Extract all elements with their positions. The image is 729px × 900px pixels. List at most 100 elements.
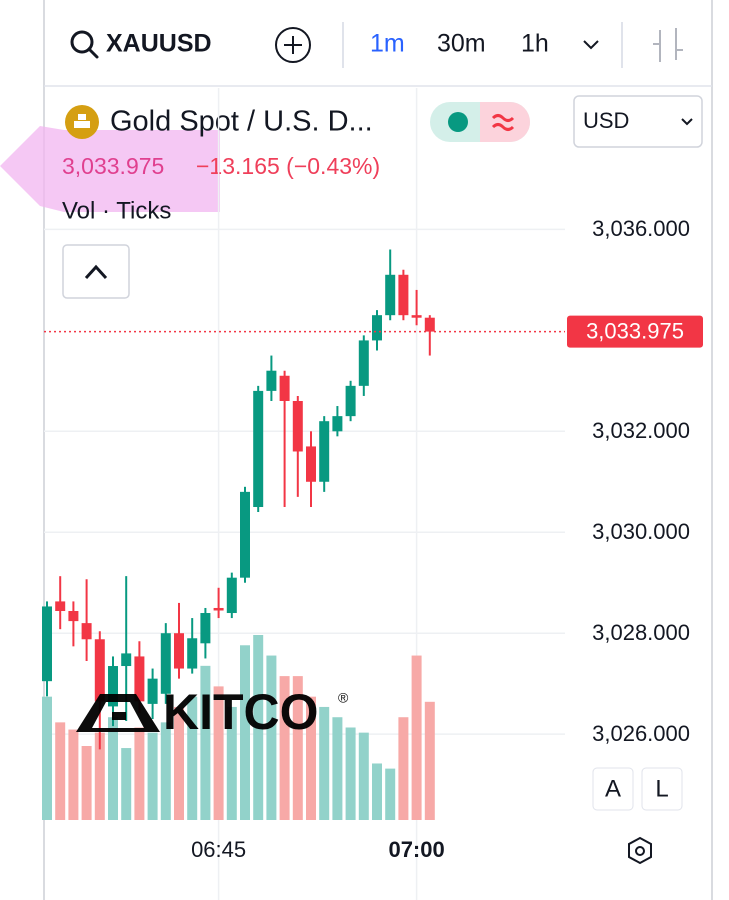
delayed-icon xyxy=(491,114,515,131)
volume-bar xyxy=(358,732,369,820)
x-tick-label: 07:00 xyxy=(388,837,444,862)
volume-bar xyxy=(240,645,250,820)
currency[interactable]: USD xyxy=(583,108,629,133)
status-dot xyxy=(448,112,468,132)
candle-body xyxy=(94,639,105,702)
volume-bar xyxy=(332,717,343,820)
candle-body xyxy=(68,611,79,622)
candle-body xyxy=(253,390,264,508)
interval-button[interactable]: 30m xyxy=(437,30,486,58)
candle-body xyxy=(81,623,92,640)
candle-body xyxy=(398,274,409,316)
candle-body xyxy=(108,666,118,707)
symbol-logo xyxy=(78,114,86,120)
kitco-logo xyxy=(112,712,126,720)
kitco-logo xyxy=(76,694,160,732)
settings-icon xyxy=(635,846,645,856)
market-status xyxy=(480,102,530,142)
interval-menu[interactable] xyxy=(583,40,599,50)
currency-chevron xyxy=(681,118,693,126)
candle-body xyxy=(385,274,396,316)
auto-scale-button[interactable] xyxy=(592,767,634,811)
candle-body xyxy=(226,577,237,614)
symbol-logo xyxy=(74,121,90,128)
price-label-box xyxy=(567,315,703,348)
plot: 3,036.000 3,032.000 3,030.000 3,028.000 3,02… xyxy=(42,88,703,900)
volume-bar xyxy=(200,665,211,820)
watermark: KITCO ® xyxy=(76,684,349,740)
log-scale-button[interactable] xyxy=(641,767,683,811)
volume-bar xyxy=(411,655,422,820)
add-symbol-button[interactable] xyxy=(275,27,311,63)
price-label: 3,033.975 xyxy=(586,318,684,343)
symbol[interactable]: XAUUSD xyxy=(106,30,212,58)
log-scale-label[interactable]: L xyxy=(655,775,668,802)
settings-button[interactable] xyxy=(628,836,652,865)
candle-body xyxy=(55,601,66,612)
volume-bar xyxy=(174,706,184,820)
volume-bar xyxy=(226,706,237,820)
candle-body xyxy=(372,315,382,341)
volume-bar xyxy=(279,676,290,820)
currency-box[interactable] xyxy=(573,95,703,148)
candle-body xyxy=(134,656,145,702)
y-tick-label: 3,028.000 xyxy=(592,620,690,645)
volume-bar xyxy=(424,701,435,820)
watermark-mark: ® xyxy=(338,690,349,706)
y-tick-label: 3,026.000 xyxy=(592,721,690,746)
volume-bar xyxy=(253,635,264,820)
collapse-button[interactable] xyxy=(62,244,130,299)
volume-bar xyxy=(266,655,277,820)
volume-bar xyxy=(292,676,303,820)
search-button[interactable]: XAUUSD xyxy=(70,30,212,59)
symbol-title[interactable]: Gold Spot / U.S. D... xyxy=(110,106,373,138)
candle-body xyxy=(42,606,52,682)
legend: Gold Spot / U.S. D... 3,033.975 −13.165 … xyxy=(62,102,530,299)
volume-bar xyxy=(121,748,132,820)
scale-buttons: A L xyxy=(592,767,683,811)
interval-button[interactable]: 1h xyxy=(521,30,549,58)
candle-body xyxy=(213,607,224,611)
interval-button[interactable]: 1m xyxy=(370,30,405,58)
volume-bar xyxy=(398,717,409,820)
candle-body xyxy=(187,638,198,669)
candle-body xyxy=(358,340,369,386)
volume-bar xyxy=(42,696,52,820)
volume-bar xyxy=(81,746,92,820)
indicator-label[interactable]: Vol · Ticks xyxy=(62,197,171,224)
volume-bar xyxy=(147,732,158,820)
volume-bar xyxy=(306,696,316,820)
candle-body xyxy=(332,416,343,432)
candle-body xyxy=(160,633,171,694)
last-price: 3,033.975 xyxy=(62,153,164,179)
add-icon xyxy=(275,27,311,63)
volume-bar xyxy=(187,696,198,820)
volume-bar xyxy=(134,727,145,820)
volume-bar xyxy=(94,732,105,820)
search-icon xyxy=(87,47,99,59)
currency-select[interactable]: USD xyxy=(573,95,703,148)
y-tick-label: 3,030.000 xyxy=(592,519,690,544)
volume-bar xyxy=(385,768,396,820)
watermark-text: KITCO xyxy=(163,684,319,740)
chart-type-button[interactable] xyxy=(653,28,683,62)
volume-bar xyxy=(68,729,79,820)
candle-body xyxy=(345,385,356,417)
auto-scale-label[interactable]: A xyxy=(605,775,621,802)
candle-body xyxy=(279,375,290,401)
candle-body xyxy=(240,491,250,578)
candle-body xyxy=(200,613,211,644)
candle-body xyxy=(174,633,184,669)
volume-bar xyxy=(160,722,171,820)
candle-body xyxy=(319,421,330,482)
y-tick-label: 3,032.000 xyxy=(592,418,690,443)
volume-bar xyxy=(345,727,356,820)
candle-body xyxy=(424,317,435,332)
volume-bar xyxy=(108,717,118,820)
volume-bar xyxy=(213,686,224,820)
candle-body xyxy=(121,653,132,667)
candle-body xyxy=(411,315,422,318)
candle-body xyxy=(147,678,158,704)
